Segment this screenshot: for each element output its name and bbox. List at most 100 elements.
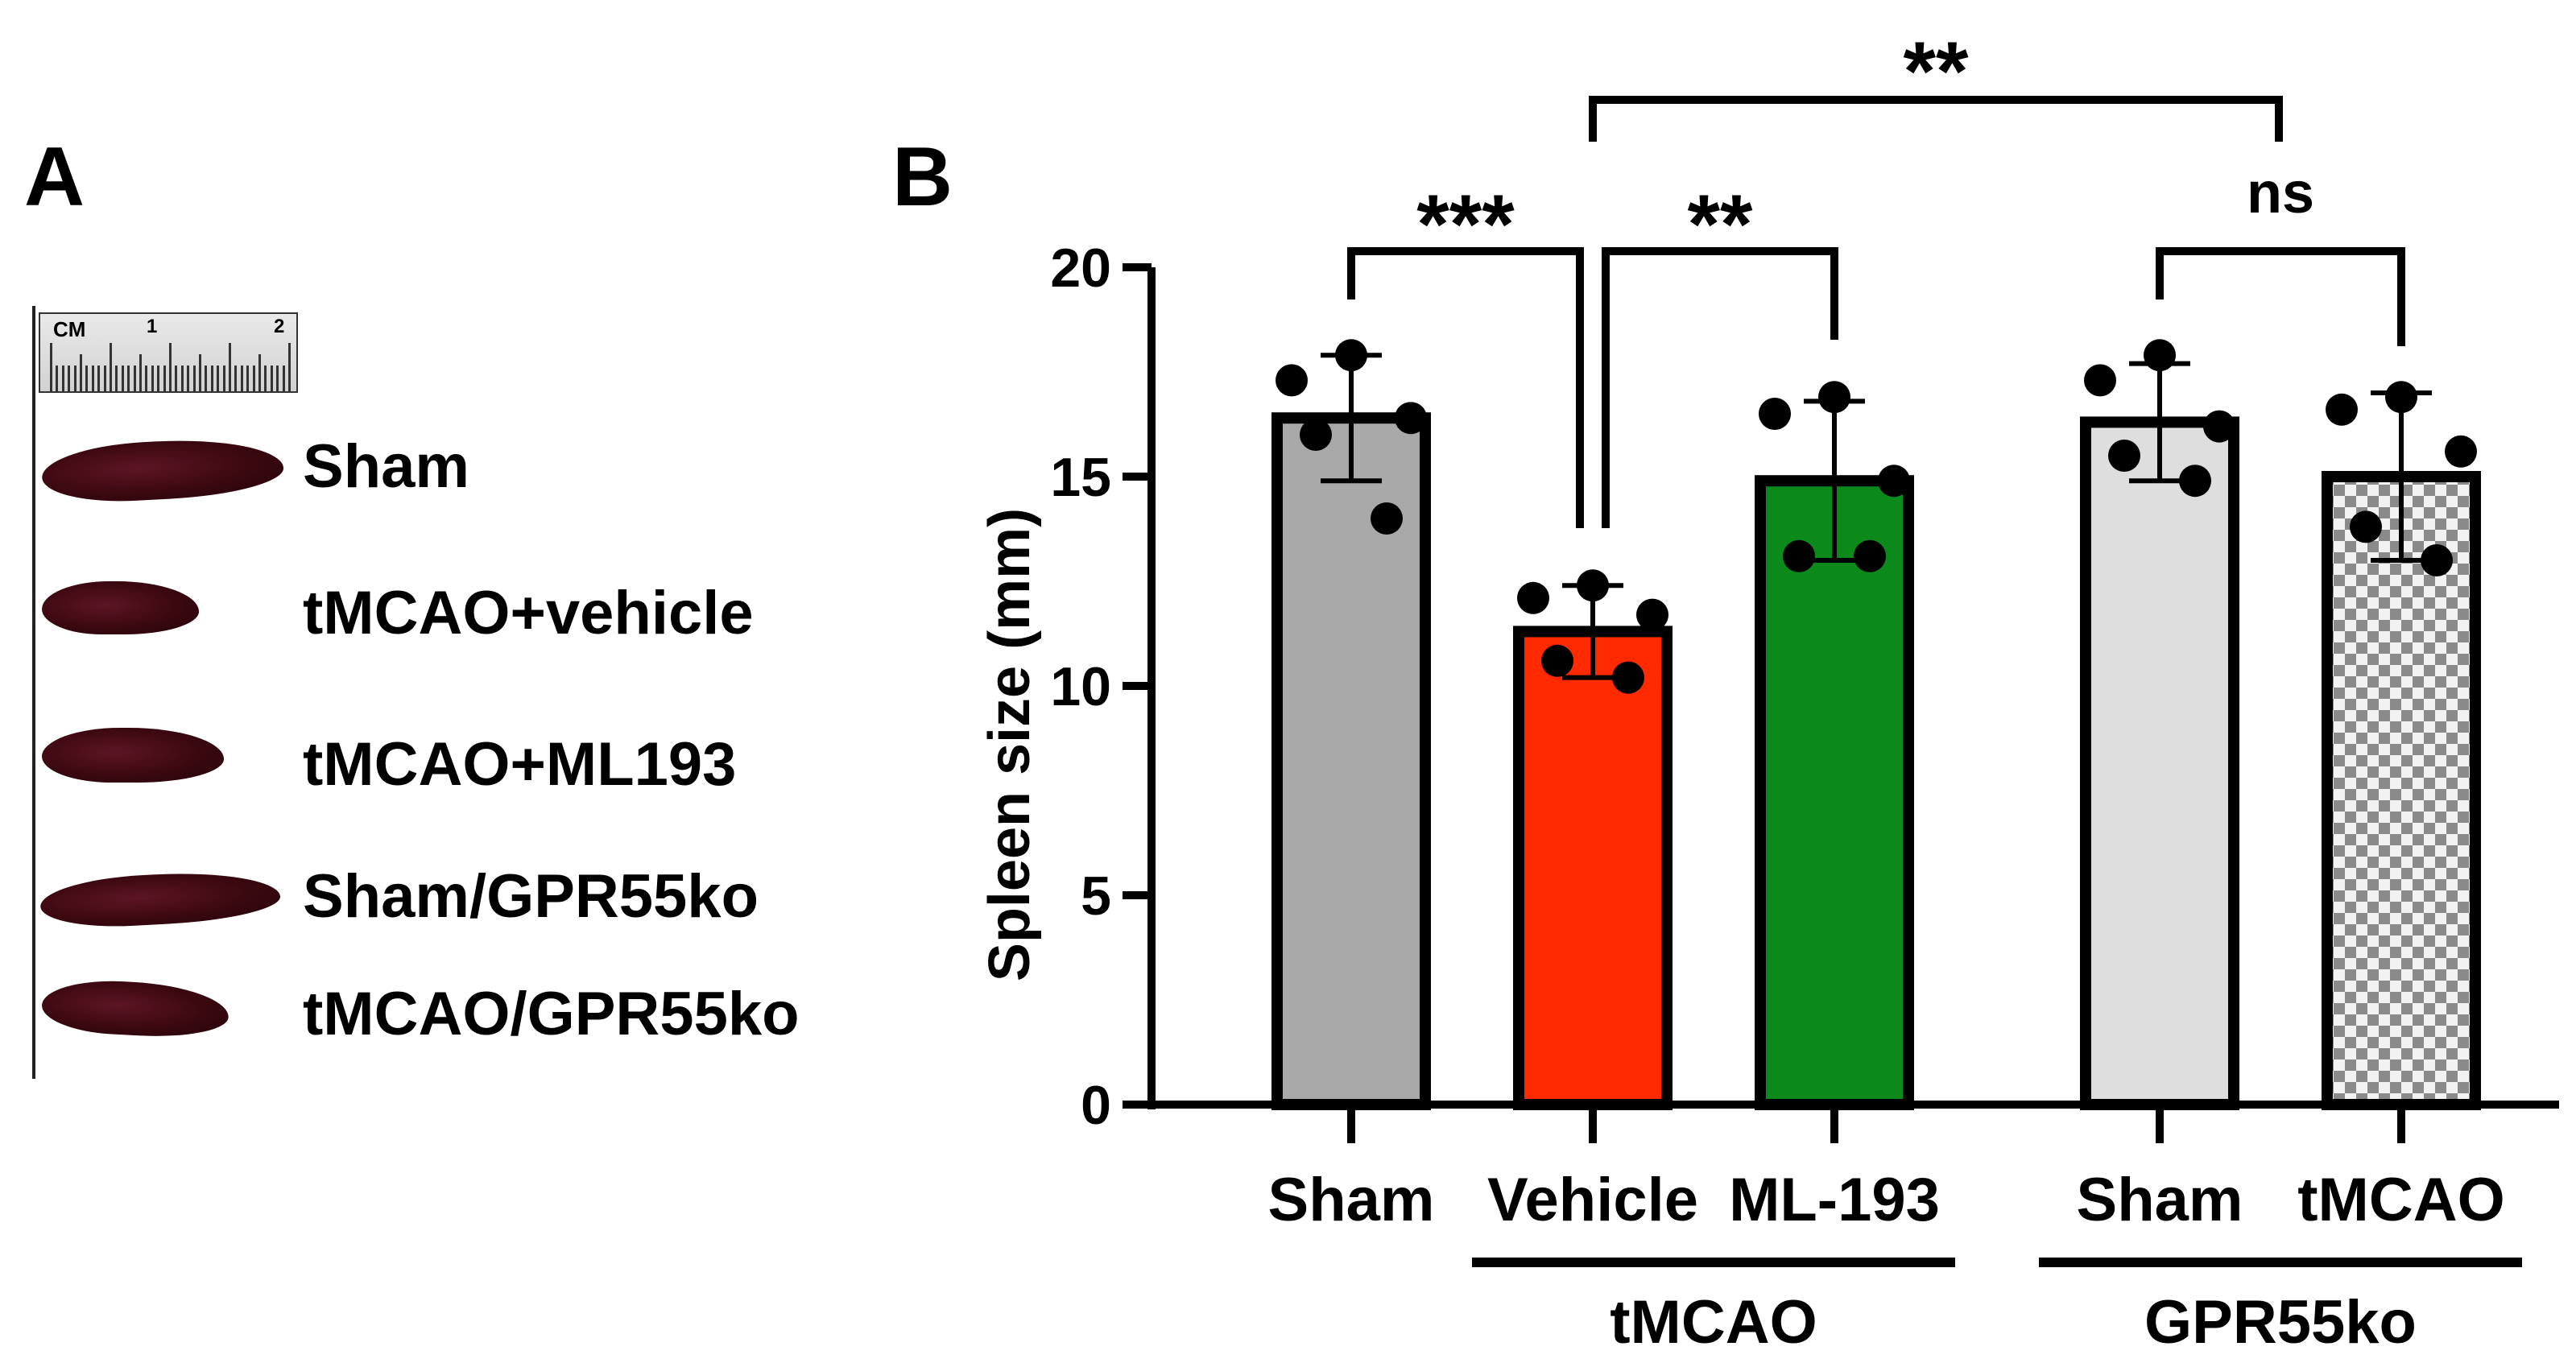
x-tick-label-0: Sham [1268, 1166, 1435, 1234]
ruler-tick [264, 366, 267, 391]
bar-1 [1513, 626, 1673, 1110]
spleen-label-tmcao-gpr55ko: tMCAO/GPR55ko [303, 980, 800, 1048]
ruler-tick [73, 366, 76, 391]
significance-label-0: *** [1416, 178, 1515, 271]
ruler-tick [240, 366, 243, 391]
ruler-tick [169, 343, 172, 391]
ruler-mark-2: 2 [274, 316, 285, 337]
ruler-tick [258, 354, 261, 391]
ruler-tick [127, 366, 130, 391]
ruler-tick [175, 366, 178, 391]
y-axis-label: Spleen size (mm) [978, 508, 1042, 981]
ruler-tick [276, 366, 279, 391]
data-point-4-4 [2421, 544, 2453, 576]
ruler-tick [234, 366, 238, 391]
panel-b-letter: B [892, 130, 953, 224]
ruler-tick [110, 343, 112, 391]
data-point-0-1 [1276, 364, 1308, 397]
y-tick-label-2: 10 [1050, 656, 1111, 717]
ruler-tick [205, 366, 208, 391]
y-tick-label-4: 20 [1050, 237, 1111, 299]
bar-3 [2080, 416, 2239, 1110]
group-label-0: tMCAO [1610, 1288, 1817, 1357]
data-point-1-3 [1541, 644, 1573, 677]
x-tick-label-3: Sham [2077, 1166, 2243, 1234]
significance-bracket-1 [1602, 247, 1838, 528]
ruler-tick [68, 366, 71, 391]
data-point-1-4 [1612, 661, 1644, 694]
bar-0 [1271, 412, 1431, 1110]
ruler-tick [199, 354, 201, 391]
ruler-tick [97, 366, 101, 391]
panel-a-letter: A [24, 130, 85, 224]
x-tick-label-4: tMCAO [2297, 1166, 2505, 1234]
group-label-1: GPR55ko [2144, 1288, 2417, 1357]
x-tick-label-2: ML-193 [1729, 1166, 1940, 1234]
data-point-4-0 [2385, 381, 2417, 414]
data-point-4-2 [2445, 435, 2477, 468]
data-point-3-3 [2108, 440, 2140, 472]
spleen-label-sham: Sham [303, 432, 469, 501]
ruler-tick [282, 366, 285, 391]
data-point-1-2 [1636, 598, 1668, 631]
ruler-tick [85, 366, 89, 391]
bar-2 [1755, 475, 1914, 1110]
significance-label-3: ns [2247, 161, 2314, 225]
bar-4 [2322, 471, 2481, 1110]
ruler-tick [80, 354, 82, 391]
data-point-0-2 [1395, 402, 1427, 435]
ruler-unit-label: CM [53, 317, 86, 341]
significance-label-2: ** [1904, 25, 1969, 118]
data-point-4-1 [2326, 393, 2358, 426]
data-point-0-4 [1371, 502, 1403, 535]
spleen-label-tmcao-vehicle: tMCAO+vehicle [303, 579, 754, 647]
data-point-3-2 [2203, 410, 2235, 443]
data-point-0-0 [1335, 339, 1367, 372]
ruler-tick [229, 343, 231, 391]
data-point-3-0 [2144, 339, 2176, 372]
y-tick-label-3: 15 [1050, 447, 1111, 508]
ruler-tick [151, 366, 154, 391]
ruler-tick [91, 366, 94, 391]
ruler-tick [222, 366, 225, 391]
specimen-edge-line [32, 306, 35, 1079]
ruler-tick [187, 366, 190, 391]
ruler-image: CM 1 2 [39, 312, 298, 393]
significance-bracket-0 [1347, 247, 1584, 528]
spleen-label-sham-gpr55ko: Sham/GPR55ko [303, 862, 759, 931]
ruler-tick [56, 366, 59, 391]
ruler-mark-1: 1 [147, 316, 158, 337]
data-point-1-1 [1517, 581, 1549, 614]
y-tick-label-0: 0 [1081, 1075, 1111, 1136]
data-point-2-0 [1818, 381, 1850, 414]
panel-a: A CM 1 2 Sham tMCAO+vehicle tMCAO+ML193 … [0, 0, 886, 1363]
ruler-tick [115, 366, 118, 391]
y-tick-label-1: 5 [1081, 865, 1111, 927]
ruler-tick [157, 366, 160, 391]
ruler-tick [210, 366, 213, 391]
ruler-tick [246, 366, 250, 391]
data-point-2-4 [1854, 539, 1886, 572]
ruler-tick [217, 366, 220, 391]
spleen-label-tmcao-ml193: tMCAO+ML193 [303, 730, 737, 799]
data-point-4-3 [2350, 510, 2382, 543]
ruler-tick [192, 366, 196, 391]
ruler-tick [180, 366, 184, 391]
data-point-2-3 [1783, 539, 1815, 572]
ruler-tick [145, 366, 148, 391]
ruler-tick [61, 366, 64, 391]
spleen-image-tmcao-vehicle [42, 581, 199, 634]
significance-bracket-2 [1589, 96, 2283, 142]
ruler-tick [103, 366, 106, 391]
spleen-image-tmcao-ml193 [42, 728, 224, 783]
data-point-0-3 [1300, 419, 1332, 451]
ruler-tick [163, 366, 166, 391]
data-point-3-4 [2179, 465, 2211, 498]
significance-label-1: ** [1688, 178, 1753, 271]
data-point-3-1 [2084, 364, 2116, 397]
ruler-tick [139, 354, 142, 391]
data-point-1-0 [1577, 569, 1609, 602]
ruler-tick [121, 366, 124, 391]
x-tick-label-1: Vehicle [1487, 1166, 1698, 1234]
